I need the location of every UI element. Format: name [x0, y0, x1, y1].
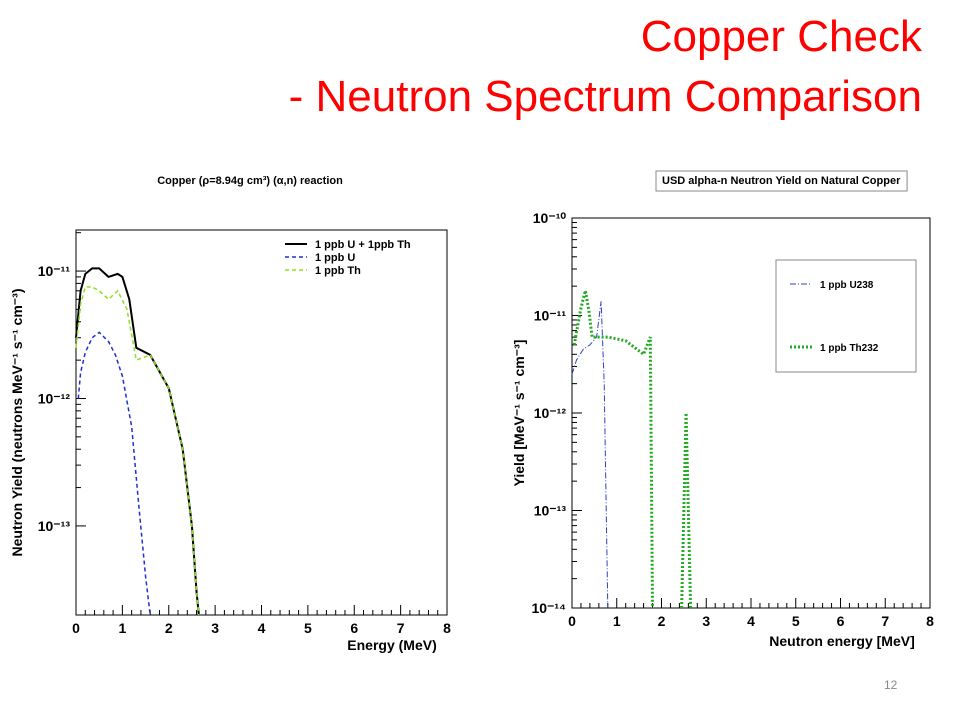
y-tick-label: 10⁻¹⁰ — [533, 210, 567, 226]
legend-label: 1 ppb U238 — [820, 280, 874, 291]
x-tick-label: 5 — [304, 620, 312, 636]
x-tick-label: 0 — [72, 620, 80, 636]
x-tick-label: 8 — [443, 620, 451, 636]
x-tick-label: 0 — [568, 613, 576, 629]
plot-frame — [571, 217, 931, 609]
title-box — [655, 170, 908, 192]
slide-title: Copper Check — [640, 12, 922, 61]
legend-label: 1 ppb U + 1ppb Th — [315, 239, 411, 251]
y-tick-label: 10⁻¹² — [38, 390, 71, 406]
page-number: 12 — [884, 678, 898, 692]
chart-title: Copper (ρ=8.94g cm³) (α,n) reaction — [157, 175, 343, 187]
series-line — [572, 290, 693, 609]
y-axis-label: Neutron Yield (neutrons MeV⁻¹ s⁻¹ cm⁻³) — [9, 289, 25, 557]
series-line — [75, 267, 200, 616]
legend-label: 1 ppb Th232 — [820, 343, 879, 354]
series-line — [75, 286, 200, 616]
series-line — [571, 301, 609, 609]
x-tick-label: 3 — [211, 620, 219, 636]
x-tick-label: 2 — [165, 620, 173, 636]
x-axis-label: Energy (MeV) — [347, 637, 436, 653]
x-tick-label: 4 — [747, 613, 755, 629]
x-tick-label: 3 — [702, 613, 710, 629]
x-tick-label: 8 — [926, 613, 934, 629]
legend-label: 1 ppb Th — [315, 265, 361, 277]
y-tick-label: 10⁻¹¹ — [534, 308, 567, 324]
y-tick-label: 10⁻¹⁴ — [531, 600, 566, 616]
x-tick-label: 7 — [397, 620, 405, 636]
x-tick-label: 1 — [613, 613, 621, 629]
series-line — [77, 331, 151, 616]
x-tick-label: 6 — [350, 620, 358, 636]
chart-title: USD alpha-n Neutron Yield on Natural Cop… — [662, 175, 901, 187]
x-tick-label: 5 — [792, 613, 800, 629]
x-tick-label: 2 — [658, 613, 666, 629]
y-tick-label: 10⁻¹³ — [38, 518, 71, 534]
x-tick-label: 7 — [881, 613, 889, 629]
y-tick-label: 10⁻¹² — [534, 405, 567, 421]
legend-label: 1 ppb U — [315, 252, 355, 264]
slide-title: - Neutron Spectrum Comparison — [288, 72, 922, 121]
x-tick-label: 6 — [837, 613, 845, 629]
x-tick-label: 4 — [258, 620, 266, 636]
legend-box — [775, 259, 917, 373]
y-axis-label: Yield [MeV⁻¹ s⁻¹ cm⁻³] — [511, 340, 527, 487]
x-axis-label: Neutron energy [MeV] — [769, 633, 914, 649]
y-tick-label: 10⁻¹¹ — [38, 263, 71, 279]
y-tick-label: 10⁻¹³ — [534, 503, 567, 519]
x-tick-label: 1 — [118, 620, 126, 636]
